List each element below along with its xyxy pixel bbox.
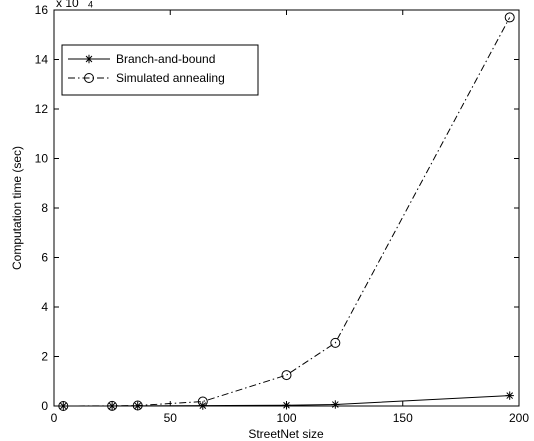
x-tick-label: 0 — [51, 411, 58, 425]
data-point-simulated-annealing — [132, 400, 143, 411]
y-multiplier-base: x 10 — [56, 0, 79, 10]
series-line-simulated-annealing — [63, 17, 511, 407]
data-point-simulated-annealing — [330, 337, 341, 348]
data-point-simulated-annealing — [197, 396, 208, 407]
y-axis-label: Computation time (sec) — [10, 146, 24, 270]
data-point-simulated-annealing — [504, 12, 515, 23]
x-tick-label: 200 — [509, 411, 529, 425]
y-tick-label: 4 — [41, 300, 48, 314]
y-tick-label: 12 — [35, 102, 49, 116]
legend-sample-branch-and-bound — [68, 54, 110, 64]
x-tick-label: 50 — [164, 411, 178, 425]
data-point-branch-and-bound — [331, 400, 340, 409]
data-point-branch-and-bound — [282, 401, 291, 410]
y-tick-label: 2 — [41, 350, 48, 364]
y-tick-label: 8 — [41, 201, 48, 215]
data-point-branch-and-bound — [505, 391, 514, 400]
y-tick-label: 6 — [41, 251, 48, 265]
x-axis-label: StreetNet size — [248, 427, 324, 441]
legend-label-simulated-annealing: Simulated annealing — [116, 71, 225, 85]
ticks-layer: 0 50 100 150 200 0 2 4 6 8 10 12 14 16 — [35, 3, 530, 425]
legend-label-branch-and-bound: Branch-and-bound — [116, 52, 215, 66]
y-tick-label: 10 — [35, 152, 49, 166]
data-point-simulated-annealing — [58, 400, 69, 411]
y-multiplier-exponent: 4 — [88, 0, 93, 9]
y-tick-label: 0 — [41, 399, 48, 413]
x-tick-label: 100 — [276, 411, 296, 425]
legend-marker — [84, 54, 94, 64]
series-layer — [58, 12, 515, 411]
y-tick-label: 16 — [35, 3, 49, 17]
legend-marker — [84, 73, 94, 83]
legend: Branch-and-bound Simulated annealing — [61, 44, 259, 96]
y-tick-label: 14 — [35, 53, 49, 67]
x-tick-label: 150 — [393, 411, 413, 425]
data-point-simulated-annealing — [107, 400, 118, 411]
legend-sample-simulated-annealing — [68, 73, 110, 83]
legend-box — [61, 44, 259, 96]
data-point-simulated-annealing — [281, 370, 292, 381]
